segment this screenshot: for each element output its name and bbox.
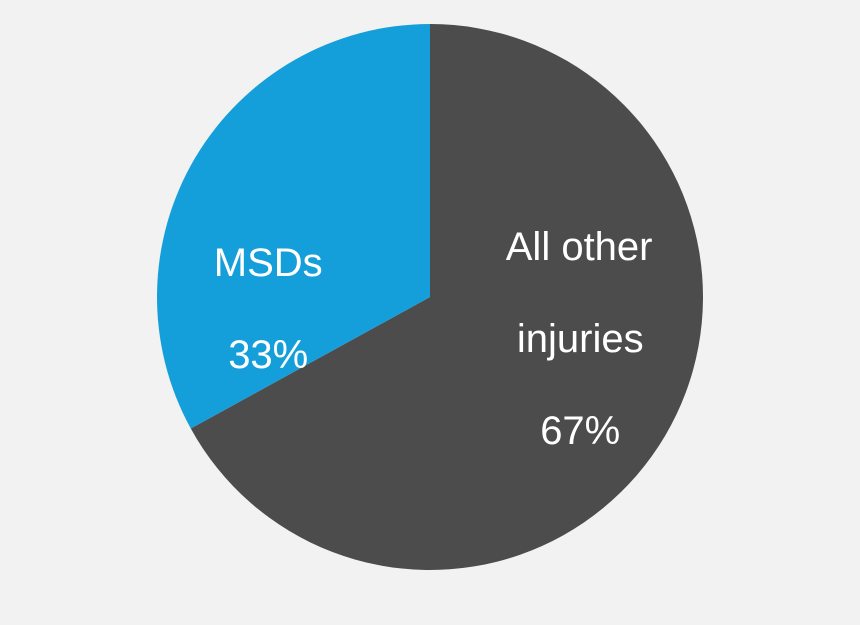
pie-svg bbox=[0, 0, 860, 625]
slice-all-other-line1: All other bbox=[506, 225, 653, 269]
slice-msds-line1: MSDs bbox=[214, 241, 323, 285]
slice-all-other-line3: 67% bbox=[540, 409, 620, 453]
pie-chart: All other injuries 67% MSDs 33% bbox=[0, 0, 860, 625]
slice-msds-line2: 33% bbox=[228, 333, 308, 377]
slice-label-all-other: All other injuries 67% bbox=[464, 178, 653, 500]
slice-label-msds: MSDs 33% bbox=[169, 194, 322, 424]
slice-all-other-line2: injuries bbox=[517, 317, 644, 361]
